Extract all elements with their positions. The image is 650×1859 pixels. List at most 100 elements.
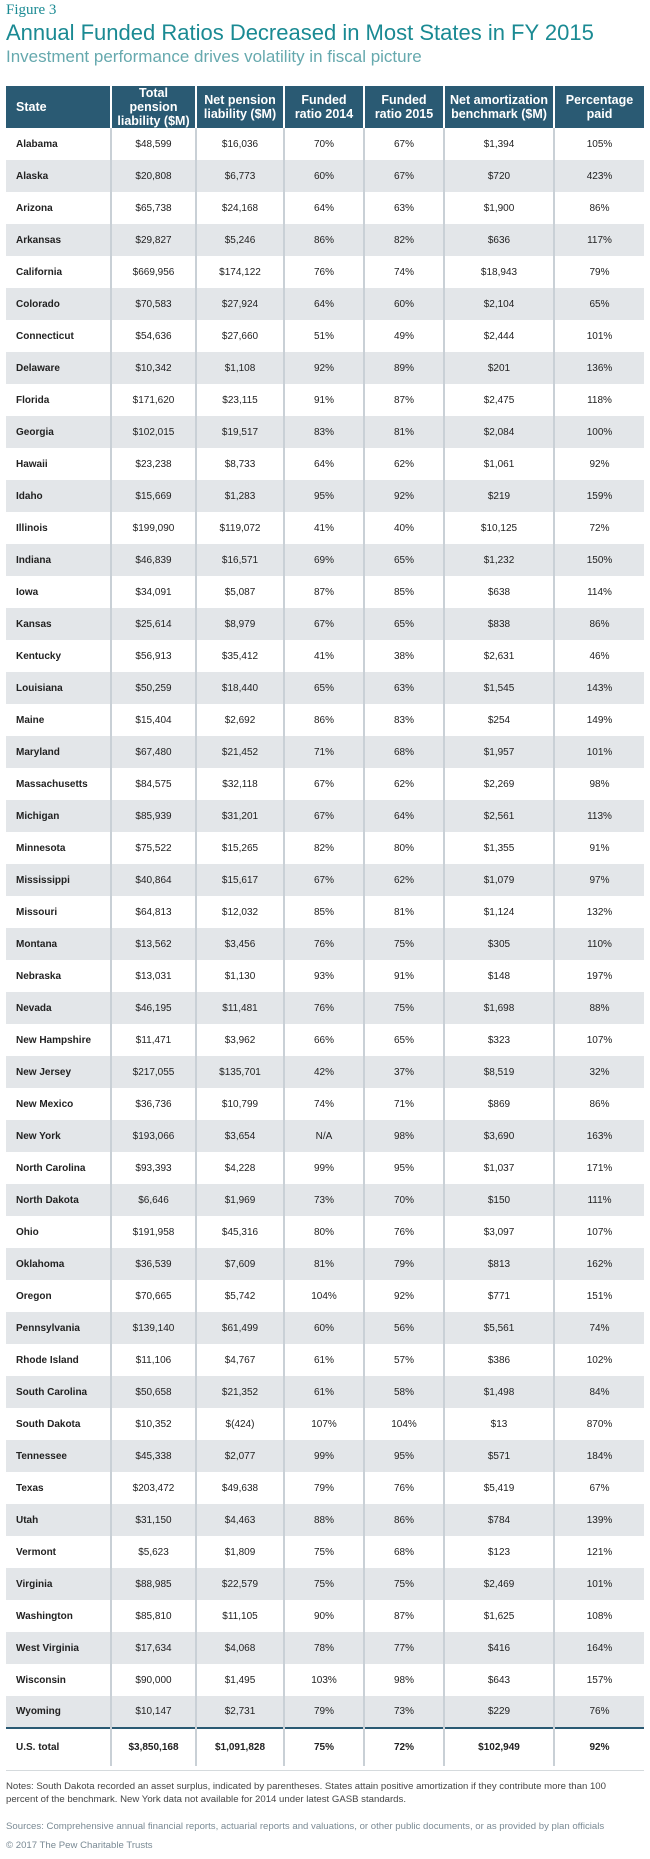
table-cell: 92%	[553, 448, 644, 480]
table-cell: $5,561	[443, 1312, 554, 1344]
table-cell: $254	[443, 704, 554, 736]
page-title: Annual Funded Ratios Decreased in Most S…	[6, 20, 594, 45]
table-cell: 75%	[283, 1568, 364, 1600]
table-cell: 63%	[363, 672, 444, 704]
table-cell: 75%	[363, 992, 444, 1024]
table-row: West Virginia $17,634 $4,068 78% 77% $416 164%	[6, 1632, 644, 1664]
table-cell: $93,393	[110, 1152, 196, 1184]
table-cell: 151%	[553, 1280, 644, 1312]
table-cell: 65%	[363, 544, 444, 576]
table-cell: 60%	[283, 160, 364, 192]
table-cell: $64,813	[110, 896, 196, 928]
table-cell: $13,562	[110, 928, 196, 960]
table-cell: 89%	[363, 352, 444, 384]
table-cell: $139,140	[110, 1312, 196, 1344]
table-cell: 86%	[553, 192, 644, 224]
table-row: North Carolina $93,393 $4,228 99% 95% $1,037 1…	[6, 1152, 644, 1184]
table-cell: 107%	[553, 1024, 644, 1056]
table-row: Nevada $46,195 $11,481 76% 75% $1,698 88%	[6, 992, 644, 1024]
table-cell: 76%	[283, 928, 364, 960]
table-cell: $2,561	[443, 800, 554, 832]
table-cell: 41%	[283, 640, 364, 672]
total-cell: $1,091,828	[195, 1727, 284, 1766]
state-name-cell: California	[6, 256, 111, 288]
total-label-cell: U.S. total	[6, 1727, 111, 1766]
table-row: Maine $15,404 $2,692 86% 83% $254 149%	[6, 704, 644, 736]
table-cell: 79%	[363, 1248, 444, 1280]
funded-ratios-table: State Total pension liability ($M) Net pen…	[6, 86, 644, 1766]
state-name-cell: Georgia	[6, 416, 111, 448]
table-row: California $669,956 $174,122 76% 74% $18,943 7…	[6, 256, 644, 288]
table-cell: 114%	[553, 576, 644, 608]
table-cell: 90%	[283, 1600, 364, 1632]
table-cell: 65%	[553, 288, 644, 320]
table-cell: 81%	[363, 416, 444, 448]
table-cell: 163%	[553, 1120, 644, 1152]
table-row: Arizona $65,738 $24,168 64% 63% $1,900 86%	[6, 192, 644, 224]
total-cell: 72%	[363, 1727, 444, 1766]
table-cell: $4,228	[195, 1152, 284, 1184]
table-cell: $5,087	[195, 576, 284, 608]
table-cell: 73%	[283, 1184, 364, 1216]
state-name-cell: New Hampshire	[6, 1024, 111, 1056]
table-cell: 164%	[553, 1632, 644, 1664]
table-cell: 139%	[553, 1504, 644, 1536]
table-cell: 104%	[283, 1280, 364, 1312]
table-cell: 87%	[283, 576, 364, 608]
table-cell: $10,352	[110, 1408, 196, 1440]
table-cell: $31,150	[110, 1504, 196, 1536]
table-cell: 159%	[553, 480, 644, 512]
table-cell: $8,979	[195, 608, 284, 640]
table-row: Alaska $20,808 $6,773 60% 67% $720 423%	[6, 160, 644, 192]
state-name-cell: Maine	[6, 704, 111, 736]
table-cell: 162%	[553, 1248, 644, 1280]
table-cell: 65%	[363, 1024, 444, 1056]
table-cell: $4,463	[195, 1504, 284, 1536]
table-cell: 83%	[283, 416, 364, 448]
table-cell: 75%	[283, 1536, 364, 1568]
table-cell: $1,079	[443, 864, 554, 896]
table-cell: $1,545	[443, 672, 554, 704]
table-cell: 64%	[283, 448, 364, 480]
table-cell: $3,456	[195, 928, 284, 960]
table-cell: 74%	[553, 1312, 644, 1344]
table-cell: 110%	[553, 928, 644, 960]
table-row: Mississippi $40,864 $15,617 67% 62% $1,079 97%	[6, 864, 644, 896]
table-cell: 157%	[553, 1664, 644, 1696]
table-cell: 63%	[363, 192, 444, 224]
table-cell: $323	[443, 1024, 554, 1056]
table-cell: 100%	[553, 416, 644, 448]
table-cell: $5,419	[443, 1472, 554, 1504]
table-cell: $11,471	[110, 1024, 196, 1056]
table-header: State Total pension liability ($M) Net pen…	[6, 86, 644, 128]
table-cell: 61%	[283, 1344, 364, 1376]
table-cell: $75,522	[110, 832, 196, 864]
state-name-cell: Michigan	[6, 800, 111, 832]
table-cell: $2,475	[443, 384, 554, 416]
table-cell: $10,342	[110, 352, 196, 384]
table-cell: $46,195	[110, 992, 196, 1024]
table-cell: 74%	[363, 256, 444, 288]
table-cell: 91%	[363, 960, 444, 992]
table-row: Wyoming $10,147 $2,731 79% 73% $229 76%	[6, 1696, 644, 1728]
state-name-cell: Alaska	[6, 160, 111, 192]
table-row: Virginia $88,985 $22,579 75% 75% $2,469 101%	[6, 1568, 644, 1600]
table-cell: $416	[443, 1632, 554, 1664]
table-cell: $65,738	[110, 192, 196, 224]
table-cell: 67%	[283, 864, 364, 896]
table-cell: 103%	[283, 1664, 364, 1696]
state-name-cell: Tennessee	[6, 1440, 111, 1472]
state-name-cell: Kentucky	[6, 640, 111, 672]
column-header: Funded ratio 2014	[283, 86, 364, 128]
state-name-cell: North Dakota	[6, 1184, 111, 1216]
table-row: Louisiana $50,259 $18,440 65% 63% $1,545 143%	[6, 672, 644, 704]
table-cell: 58%	[363, 1376, 444, 1408]
table-cell: $15,265	[195, 832, 284, 864]
table-row: Vermont $5,623 $1,809 75% 68% $123 121%	[6, 1536, 644, 1568]
table-cell: 87%	[363, 1600, 444, 1632]
table-cell: 101%	[553, 320, 644, 352]
table-cell: $219	[443, 480, 554, 512]
table-cell: $70,583	[110, 288, 196, 320]
page-subtitle: Investment performance drives volatility…	[6, 47, 422, 66]
copyright: © 2017 The Pew Charitable Trusts	[6, 1840, 153, 1851]
